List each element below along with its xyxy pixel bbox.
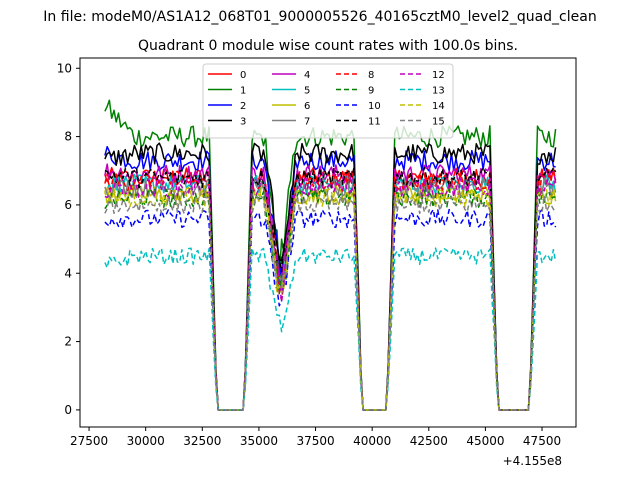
y-tick-label: 0 [64, 403, 72, 417]
legend-label-11: 11 [368, 117, 381, 128]
y-tick-label: 6 [64, 198, 72, 212]
series-line-1 [104, 99, 557, 411]
x-offset-label: +4.155e8 [503, 454, 562, 468]
series-line-9 [104, 188, 556, 411]
legend-label-0: 0 [240, 70, 246, 81]
y-tick-label: 4 [64, 266, 72, 280]
x-tick-label: 30000 [127, 434, 165, 448]
y-tick-label: 2 [64, 335, 72, 349]
legend-label-9: 9 [368, 86, 374, 97]
series-line-10 [104, 208, 557, 411]
x-tick-label: 35000 [240, 434, 278, 448]
legend-label-14: 14 [432, 101, 445, 112]
x-tick-label: 47500 [523, 434, 561, 448]
x-tick-label: 40000 [353, 434, 391, 448]
figure-suptitle: In file: modeM0/AS1A12_068T01_9000005526… [43, 9, 596, 25]
x-tick-label: 27500 [70, 434, 108, 448]
legend-label-5: 5 [304, 86, 310, 97]
series-line-14 [104, 188, 557, 411]
series-line-3 [104, 142, 557, 411]
y-tick-label: 10 [57, 61, 72, 75]
x-tick-label: 37500 [296, 434, 334, 448]
y-axis: 0 2 4 6 8 10 [57, 61, 80, 417]
series-line-4 [104, 163, 557, 411]
chart-title: Quadrant 0 module wise count rates with … [138, 38, 518, 54]
x-axis: 27500 30000 32500 35000 37500 40000 42500 45000… [70, 427, 561, 448]
series-line-2 [104, 145, 556, 411]
legend-box [202, 63, 454, 139]
legend-label-13: 13 [432, 86, 445, 97]
legend-label-1: 1 [240, 86, 246, 97]
legend-label-8: 8 [368, 70, 374, 81]
series-line-13 [104, 247, 557, 411]
plot-area [104, 99, 557, 411]
series-line-8 [104, 170, 557, 411]
legend-label-10: 10 [368, 101, 381, 112]
series-line-15 [104, 194, 557, 411]
legend-label-12: 12 [432, 70, 445, 81]
x-tick-label: 32500 [183, 434, 221, 448]
axes-frame [79, 57, 577, 428]
legend-label-4: 4 [304, 70, 310, 81]
y-tick-label: 8 [64, 130, 72, 144]
legend-label-2: 2 [240, 101, 246, 112]
series-line-7 [104, 177, 557, 411]
series-line-11 [104, 166, 557, 411]
legend-label-6: 6 [304, 101, 310, 112]
x-tick-label: 45000 [466, 434, 504, 448]
series-line-6 [104, 184, 557, 411]
legend-label-15: 15 [432, 117, 445, 128]
series-line-12 [104, 177, 557, 411]
legend-label-7: 7 [304, 117, 310, 128]
legend-label-3: 3 [240, 117, 246, 128]
x-tick-label: 42500 [410, 434, 448, 448]
